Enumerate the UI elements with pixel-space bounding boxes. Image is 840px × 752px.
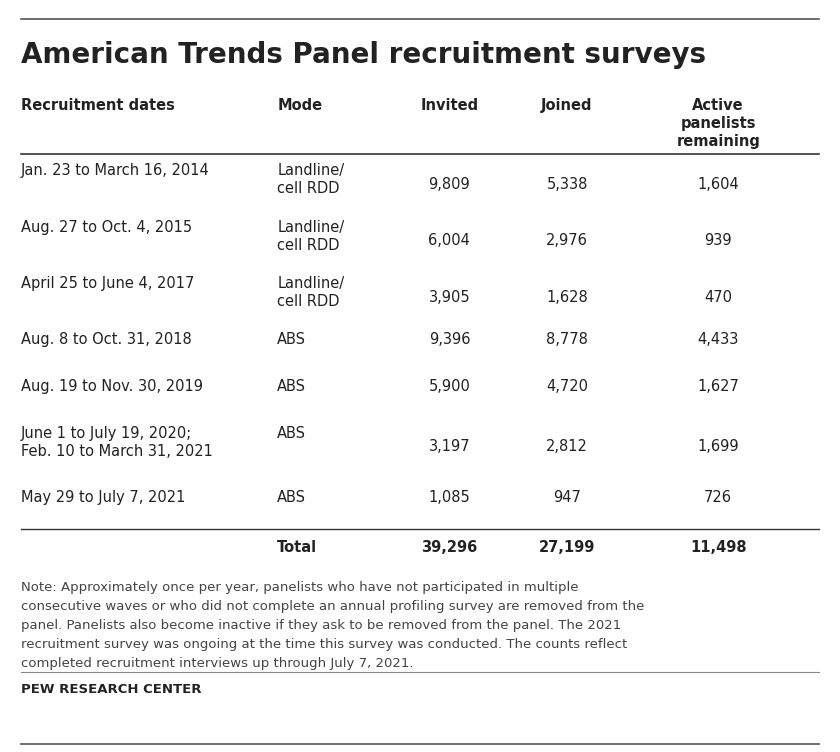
Text: ABS: ABS [277, 379, 307, 394]
Text: 1,604: 1,604 [697, 177, 739, 192]
Text: June 1 to July 19, 2020;
Feb. 10 to March 31, 2021: June 1 to July 19, 2020; Feb. 10 to Marc… [21, 426, 213, 459]
Text: Landline/
cell RDD: Landline/ cell RDD [277, 163, 344, 196]
Text: Aug. 27 to Oct. 4, 2015: Aug. 27 to Oct. 4, 2015 [21, 220, 192, 235]
Text: May 29 to July 7, 2021: May 29 to July 7, 2021 [21, 490, 186, 505]
Text: Joined: Joined [541, 98, 593, 113]
Text: Recruitment dates: Recruitment dates [21, 98, 175, 113]
Text: ABS: ABS [277, 426, 307, 441]
Text: PEW RESEARCH CENTER: PEW RESEARCH CENTER [21, 683, 202, 696]
Text: 1,085: 1,085 [428, 490, 470, 505]
Text: 947: 947 [553, 490, 581, 505]
Text: 1,628: 1,628 [546, 290, 588, 305]
Text: 726: 726 [704, 490, 732, 505]
Text: ABS: ABS [277, 490, 307, 505]
Text: 2,812: 2,812 [546, 439, 588, 454]
Text: 5,338: 5,338 [546, 177, 588, 192]
Text: 4,720: 4,720 [546, 379, 588, 394]
Text: Landline/
cell RDD: Landline/ cell RDD [277, 220, 344, 253]
Text: 939: 939 [705, 233, 732, 248]
Text: 470: 470 [704, 290, 732, 305]
Text: 6,004: 6,004 [428, 233, 470, 248]
Text: 2,976: 2,976 [546, 233, 588, 248]
Text: 1,699: 1,699 [697, 439, 739, 454]
Text: 11,498: 11,498 [690, 540, 747, 555]
Text: 3,197: 3,197 [428, 439, 470, 454]
Text: 5,900: 5,900 [428, 379, 470, 394]
Text: 27,199: 27,199 [538, 540, 596, 555]
Text: 3,905: 3,905 [428, 290, 470, 305]
Text: Aug. 19 to Nov. 30, 2019: Aug. 19 to Nov. 30, 2019 [21, 379, 203, 394]
Text: 39,296: 39,296 [422, 540, 477, 555]
Text: 4,433: 4,433 [697, 332, 739, 347]
Text: 9,396: 9,396 [428, 332, 470, 347]
Text: ABS: ABS [277, 332, 307, 347]
Text: Invited: Invited [420, 98, 479, 113]
Text: Mode: Mode [277, 98, 323, 113]
Text: 9,809: 9,809 [428, 177, 470, 192]
Text: Active
panelists
remaining: Active panelists remaining [676, 98, 760, 149]
Text: Total: Total [277, 540, 318, 555]
Text: Note: Approximately once per year, panelists who have not participated in multip: Note: Approximately once per year, panel… [21, 581, 644, 670]
Text: Jan. 23 to March 16, 2014: Jan. 23 to March 16, 2014 [21, 163, 210, 178]
Text: Landline/
cell RDD: Landline/ cell RDD [277, 276, 344, 309]
Text: American Trends Panel recruitment surveys: American Trends Panel recruitment survey… [21, 41, 706, 69]
Text: 8,778: 8,778 [546, 332, 588, 347]
Text: April 25 to June 4, 2017: April 25 to June 4, 2017 [21, 276, 194, 291]
Text: Aug. 8 to Oct. 31, 2018: Aug. 8 to Oct. 31, 2018 [21, 332, 192, 347]
Text: 1,627: 1,627 [697, 379, 739, 394]
